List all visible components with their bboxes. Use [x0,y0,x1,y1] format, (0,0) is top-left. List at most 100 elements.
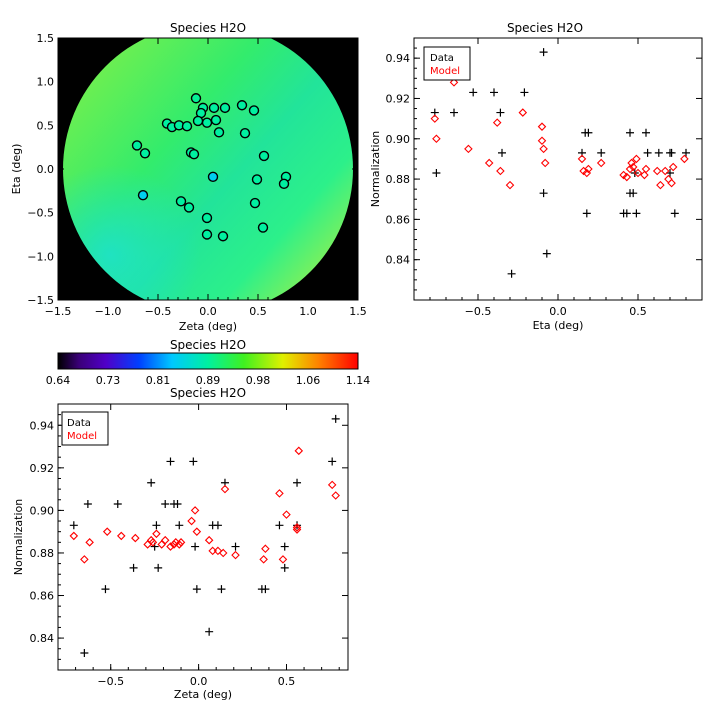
eta-data-point [584,128,593,137]
zeta-data-point [161,500,170,509]
eta-legend: Data Model [423,46,471,81]
eta-data-point [642,128,650,137]
eta-xtick-label: 0.0 [549,305,567,318]
zeta-data-point [69,521,78,530]
zeta-model-point [261,544,270,553]
eta-model-point [622,172,632,182]
zeta-model-point [176,538,186,547]
zeta-ytick-label: 0.90 [30,504,55,517]
zeta-data-point [217,585,226,594]
eta-xlabel: Eta (deg) [533,319,584,332]
zeta-model-point [292,523,302,532]
map-panel: Species H2O −1.5−1.5 −1.0 −1.0 −0.5 −0.5 0.0 0… [10,21,367,333]
map-point [181,121,193,132]
zeta-model-point [275,489,284,498]
zeta-data-point [293,478,302,487]
colorbar-tick-label: 0.64 [46,374,71,387]
map-point [190,93,202,104]
map-point [219,102,231,114]
zeta-legend-data: Data [67,418,91,429]
zeta-panel: Species H2O −0.5 0.0 0.5 0.84 0.86 0.88 0.90 0.… [12,386,349,701]
eta-model-point [449,78,459,87]
colorbar-panel: Species H2O 0.64 0.73 0.81 0.89 0.98 1.06 1.14 [46,338,371,387]
eta-legend-data: Data [430,53,454,64]
eta-data-point [597,148,606,157]
eta-data-point [469,88,478,97]
eta-data-point [654,148,663,157]
map-point [131,140,143,151]
zeta-model-point [192,527,202,536]
map-xtick-label: −0.5 [145,305,172,318]
eta-data-point [539,189,548,198]
eta-model-point [577,154,587,164]
eta-model-point [680,154,689,164]
map-xtick-label: 1.0 [299,305,317,318]
zeta-xtick-label: −0.5 [97,675,124,688]
zeta-model-point [102,527,112,536]
eta-ytick-label: 0.94 [386,52,411,65]
map-point [213,127,225,138]
eta-model-point [660,166,670,176]
colorbar-tick-label: 0.89 [196,374,221,387]
zeta-model-point [231,550,240,560]
eta-data-point [626,128,634,137]
zeta-model-point [116,531,126,541]
eta-data-point [507,269,516,278]
eta-data-point [582,209,591,218]
eta-data-point [490,88,498,97]
colorbar-tick-label: 1.06 [296,374,321,387]
eta-data-point [498,148,506,157]
eta-ytick-label: 0.86 [386,213,411,226]
eta-panel: Species H2O −0.5 0.0 0.5 0.84 0.86 0.88 0.90 0.… [369,21,703,332]
map-point [201,212,213,224]
zeta-data-point [175,521,184,530]
zeta-data-point [80,648,89,657]
eta-model-point [537,136,547,146]
map-point [258,150,270,162]
zeta-data-point [166,457,175,466]
map-ytick-label: −1.0 [27,250,54,263]
zeta-legend-model: Model [67,431,97,442]
eta-ylabel: Normalization [369,131,382,207]
zeta-data-point [328,457,337,466]
zeta-model-point [187,516,196,526]
map-point [210,114,222,126]
zeta-model-point [160,535,170,545]
zeta-model-point [292,525,302,534]
zeta-model-point [85,538,94,547]
eta-data-point [667,148,676,157]
eta-model-point [537,122,547,131]
zeta-model-point [148,538,158,547]
eta-title: Species H2O [507,21,583,35]
zeta-model-point [259,555,268,564]
eta-model-point [539,144,548,154]
zeta-model-point [152,529,161,539]
zeta-data-point [113,500,122,509]
map-point [249,197,261,209]
eta-data-point [496,108,505,117]
eta-model-point [540,158,550,168]
zeta-model-point [220,484,230,494]
zeta-ytick-label: 0.84 [30,632,55,645]
zeta-model-point [204,535,214,545]
eta-data-point [542,249,551,258]
map-ytick-label: −1.5 [27,294,54,307]
zeta-title: Species H2O [170,386,246,400]
eta-data-point [622,209,631,218]
eta-model-point [652,166,662,176]
eta-model-point [628,162,638,172]
zeta-model-point [218,548,228,558]
eta-xtick-label: −0.5 [465,305,492,318]
map-xtick-label: 0.5 [249,305,267,318]
zeta-model-point [190,506,200,515]
map-point [207,171,219,183]
zeta-data-point [147,478,156,487]
eta-model-point [432,134,441,144]
zeta-ytick-label: 0.88 [30,547,55,560]
zeta-data-point [205,627,214,636]
zeta-model-point [69,531,79,541]
zeta-xtick-label: 0.0 [190,675,208,688]
map-field-shade [63,38,353,300]
zeta-model-point [166,542,175,551]
eta-data-point [520,88,529,97]
